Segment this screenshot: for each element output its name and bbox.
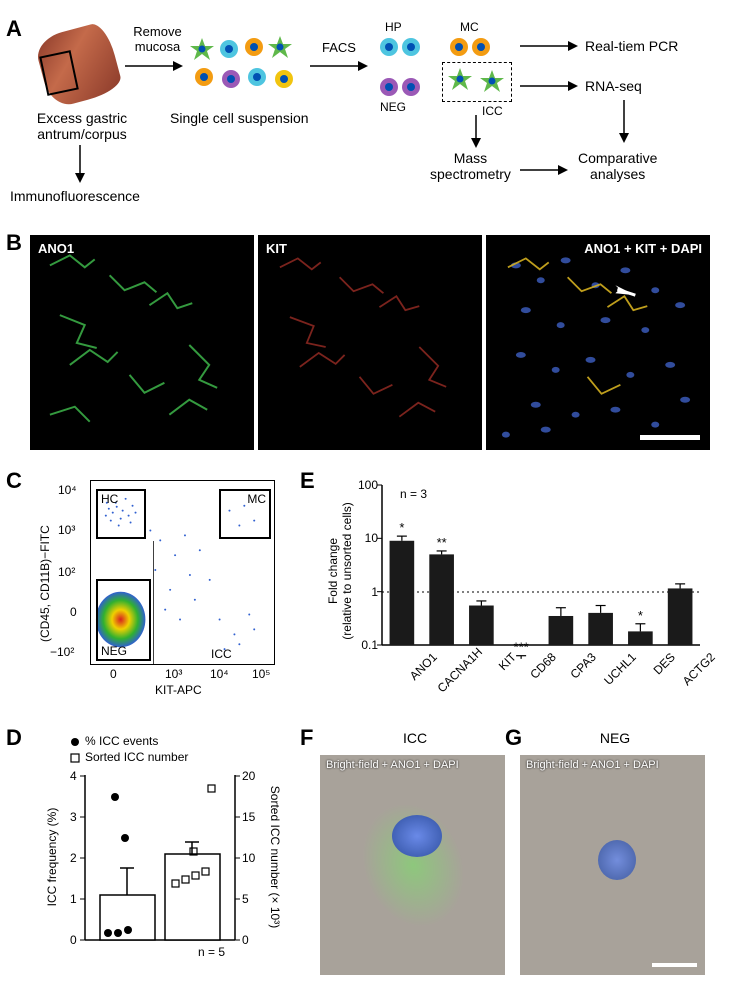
panel-label-d: D (6, 725, 22, 751)
ytick: 10² (58, 565, 75, 579)
facs-label: FACS (322, 40, 356, 55)
rnaseq-label: RNA-seq (585, 78, 642, 94)
micro-label-merge: ANO1 + KIT + DAPI (584, 241, 702, 256)
tissue-thumbnail (35, 25, 125, 105)
massspec-label: Mass spectrometry (430, 150, 511, 182)
micro-label-ano1: ANO1 (38, 241, 74, 256)
panel-label-e: E (300, 468, 315, 494)
ytick: −10² (50, 645, 74, 659)
ytick: 10⁴ (58, 483, 77, 497)
micrograph-neg-cell: Bright-field + ANO1 + DAPI (520, 755, 705, 975)
e-ytick: 0.1 (350, 638, 378, 652)
star-cell (268, 36, 292, 60)
panel-label-c: C (6, 468, 22, 494)
panel-a-workflow: Excess gastric antrum/corpus Immunofluor… (30, 20, 710, 220)
panel-g-title: NEG (520, 730, 710, 746)
micrograph-icc-cell: Bright-field + ANO1 + DAPI (320, 755, 505, 975)
star-cell (480, 70, 504, 94)
panel-b-micrographs: ANO1 KIT (30, 235, 710, 450)
arrow-facs (310, 56, 370, 76)
legend-pct: % ICC events (85, 734, 158, 748)
xtick: 0 (110, 667, 117, 681)
arrow-comp (614, 100, 634, 145)
kit-signal (258, 235, 482, 450)
hp-label: HP (385, 20, 402, 34)
e-ylabel: Fold change (relative to unsorted cells) (326, 491, 354, 651)
panel-label-b: B (6, 230, 22, 256)
e-n-label: n = 3 (400, 487, 427, 501)
micrograph-ano1: ANO1 (30, 235, 254, 450)
merge-signal (486, 235, 710, 450)
scale-bar (652, 963, 697, 967)
ytick: 10³ (58, 523, 75, 537)
arrow-down-immuno (70, 145, 90, 185)
gate-hc: HC (101, 492, 118, 506)
micro-label-kit: KIT (266, 241, 287, 256)
panel-c-facs: HC MC NEG ICC 10⁴ 10³ 10² 0 −10² 0 10³ 1… (30, 475, 280, 700)
svg-text:**: ** (437, 535, 447, 550)
arrow-rnaseq (520, 76, 580, 96)
comp-label: Comparative analyses (578, 150, 657, 182)
rtick: 10 (242, 851, 255, 865)
svg-text:*: * (638, 608, 643, 623)
panel-f-title: ICC (320, 730, 510, 746)
d-ylabel-right: Sorted ICC number (× 10³) (268, 772, 282, 942)
panel-label-f: F (300, 725, 313, 751)
rtick: 15 (242, 810, 255, 824)
xtick: 10³ (165, 667, 182, 681)
gate-neg: NEG (101, 644, 127, 658)
svg-text:*: * (399, 520, 404, 535)
single-cell-label: Single cell suspension (170, 110, 309, 126)
immuno-label: Immunofluorescence (10, 188, 140, 204)
ltick: 1 (70, 892, 77, 906)
panel-label-a: A (6, 16, 22, 42)
arrow-massspec (466, 115, 486, 150)
overlay-label-f: Bright-field + ANO1 + DAPI (326, 759, 459, 771)
ytick: 0 (70, 605, 77, 619)
rtick: 20 (242, 769, 255, 783)
rtpcr-label: Real-tiem PCR (585, 38, 678, 54)
xtick: 10⁴ (210, 667, 229, 681)
facs-icc-region (153, 541, 275, 666)
tissue-label: Excess gastric antrum/corpus (22, 110, 142, 142)
arrow-remove-mucosa (125, 56, 185, 76)
star-cell (448, 68, 472, 92)
gate-mc: MC (247, 492, 266, 506)
arrow-massspec-to-comp (520, 160, 570, 180)
panel-g-micrograph: NEG Bright-field + ANO1 + DAPI (520, 730, 710, 980)
ano1-signal (30, 235, 254, 450)
arrow-rtpcr (520, 36, 580, 56)
e-ytick: 10 (350, 531, 378, 545)
xtick: 10⁵ (252, 667, 270, 681)
panel-e-barchart: ******* Fold change (relative to unsorte… (320, 475, 710, 700)
e-ytick: 1 (350, 585, 378, 599)
scale-bar (640, 435, 700, 440)
legend-num: Sorted ICC number (85, 750, 188, 764)
ltick: 0 (70, 933, 77, 947)
overlay-label-g: Bright-field + ANO1 + DAPI (526, 759, 659, 771)
mc-label: MC (460, 20, 479, 34)
ltick: 3 (70, 810, 77, 824)
svg-text:***: *** (514, 640, 529, 655)
rtick: 0 (242, 933, 249, 947)
remove-mucosa-label: Remove mucosa (125, 24, 190, 54)
facs-xlabel: KIT-APC (155, 683, 202, 697)
rtick: 5 (242, 892, 249, 906)
facs-plot: HC MC NEG ICC (90, 480, 275, 665)
panel-d-barchart: % ICC events Sorted ICC number 0 1 2 3 4… (30, 730, 290, 980)
e-ytick: 100 (350, 478, 378, 492)
neg-label: NEG (380, 100, 406, 114)
micrograph-merge: ANO1 + KIT + DAPI (486, 235, 710, 450)
micrograph-kit: KIT (258, 235, 482, 450)
star-cell (190, 38, 214, 62)
d-ylabel-left: ICC frequency (%) (45, 797, 59, 917)
facs-ylabel: (CD45, CD11B)−FITC (38, 502, 52, 642)
ltick: 4 (70, 769, 77, 783)
ltick: 2 (70, 851, 77, 865)
d-n-label: n = 5 (198, 945, 225, 959)
panel-f-micrograph: ICC Bright-field + ANO1 + DAPI (320, 730, 510, 980)
